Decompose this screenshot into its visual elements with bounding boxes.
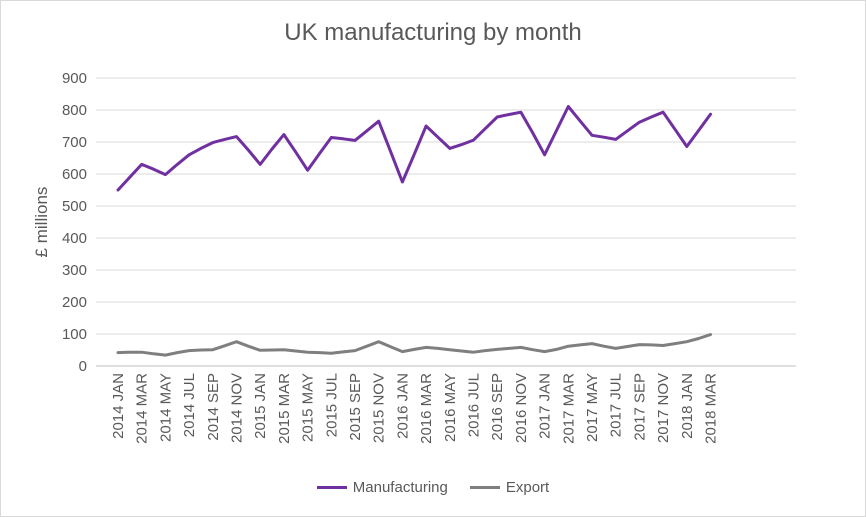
series-line-export	[116, 333, 712, 357]
x-tick-label: 2015 NOV	[371, 373, 388, 443]
legend-label: Manufacturing	[352, 479, 448, 496]
x-axis-ticks: 2014 JAN 2014 MAR 2014 MAY 2014 JUL 2014 SEP…	[110, 373, 720, 444]
x-tick-label: 2015 SEP	[347, 373, 364, 441]
y-tick-label: 300	[62, 262, 87, 279]
legend: Manufacturing Export	[1, 479, 865, 496]
y-axis-label: £ millions	[32, 187, 51, 258]
x-tick-label: 2017 SEP	[631, 373, 648, 441]
x-tick-label: 2018 MAR	[703, 373, 720, 444]
y-tick-label: 700	[62, 134, 87, 151]
series-lines	[116, 105, 712, 357]
y-tick-label: 900	[62, 70, 87, 87]
x-tick-label: 2015 MAR	[276, 373, 293, 444]
y-tick-label: 800	[62, 102, 87, 119]
x-tick-label: 2017 JUL	[608, 373, 625, 437]
x-tick-label: 2015 JUL	[323, 373, 340, 437]
x-tick-label: 2014 JUL	[181, 373, 198, 437]
x-tick-label: 2014 JAN	[110, 373, 127, 439]
y-axis-ticks: 0 100 200 300 400 500 600 700 800 900	[62, 70, 87, 375]
x-tick-label: 2016 NOV	[513, 373, 530, 443]
x-tick-label: 2014 NOV	[229, 373, 246, 443]
x-tick-label: 2017 NOV	[655, 373, 672, 443]
x-tick-label: 2017 MAR	[560, 373, 577, 444]
x-tick-label: 2015 MAY	[300, 373, 317, 442]
y-tick-label: 0	[79, 358, 87, 375]
x-tick-label: 2015 JAN	[252, 373, 269, 439]
x-tick-label: 2017 MAY	[584, 373, 601, 442]
legend-item-export: Export	[469, 479, 550, 496]
series-line-manufacturing	[116, 105, 712, 192]
x-tick-label: 2016 JAN	[394, 373, 411, 439]
legend-swatch	[469, 486, 500, 489]
chart-title: UK manufacturing by month	[284, 19, 582, 46]
y-tick-label: 400	[62, 230, 87, 247]
y-tick-label: 500	[62, 198, 87, 215]
x-tick-label: 2016 SEP	[489, 373, 506, 441]
y-tick-label: 100	[62, 326, 87, 343]
x-tick-label: 2018 JAN	[679, 373, 696, 439]
legend-item-manufacturing: Manufacturing	[316, 479, 448, 496]
y-tick-label: 200	[62, 294, 87, 311]
x-tick-label: 2014 SEP	[205, 373, 222, 441]
y-tick-label: 600	[62, 166, 87, 183]
x-tick-label: 2014 MAR	[134, 373, 151, 444]
legend-label: Export	[505, 479, 550, 496]
x-tick-label: 2016 JUL	[466, 373, 483, 437]
grid-lines	[96, 77, 796, 335]
x-tick-label: 2014 MAY	[157, 373, 174, 442]
legend-swatch	[316, 486, 347, 489]
x-tick-label: 2016 MAY	[442, 373, 459, 442]
x-tick-label: 2017 JAN	[537, 373, 554, 439]
x-tick-label: 2016 MAR	[418, 373, 435, 444]
